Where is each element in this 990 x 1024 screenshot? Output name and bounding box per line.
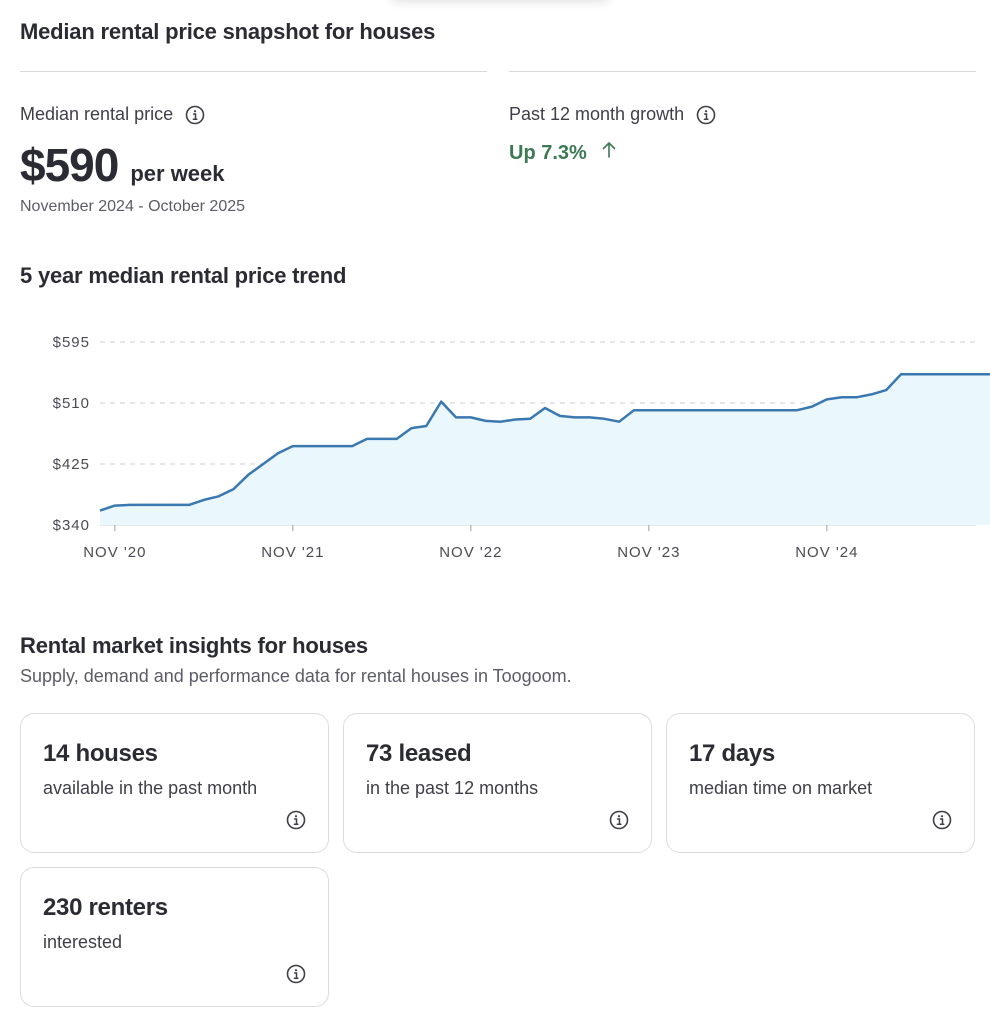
growth-value-row: Up 7.3% [509, 141, 617, 165]
median-price-label-row: Median rental price [20, 104, 205, 125]
card-description: available in the past month [43, 778, 258, 798]
y-tick-label: $425 [53, 456, 90, 473]
median-price-unit: per week [130, 161, 225, 186]
x-tick-label: NOV '20 [83, 544, 146, 561]
y-tick-label: $340 [53, 517, 90, 534]
info-icon[interactable] [185, 105, 205, 125]
info-icon[interactable] [932, 810, 952, 830]
insights-subtitle: Supply, demand and performance data for … [20, 666, 572, 686]
card-value: 17 days [689, 740, 775, 767]
growth-label-row: Past 12 month growth [509, 104, 716, 125]
info-icon[interactable] [696, 105, 716, 125]
median-price-row: $590 per week [20, 138, 225, 192]
growth-label: Past 12 month growth [509, 104, 685, 124]
card-description: in the past 12 months [366, 778, 539, 798]
rental-price-trend-chart: $595 $510 $425 $340 NOV '20 NOV '21 NOV '22 NOV… [53, 334, 990, 561]
median-price-period: November 2024 - October 2025 [20, 198, 246, 215]
y-tick-label: $510 [53, 395, 90, 412]
x-tick-label: NOV '23 [617, 544, 680, 561]
card-value: 230 renters [43, 894, 168, 921]
divider [509, 71, 976, 72]
snapshot-title: Median rental price snapshot for houses [20, 19, 436, 44]
info-icon[interactable] [609, 810, 629, 830]
median-price-value: $590 [20, 139, 119, 191]
trend-title: 5 year median rental price trend [20, 263, 347, 288]
info-icon[interactable] [286, 810, 306, 830]
divider [20, 71, 487, 72]
arrow-up-icon [601, 141, 617, 165]
info-icon[interactable] [286, 964, 306, 984]
insight-card-renters: 230 renters interested [20, 867, 329, 1007]
median-price-label: Median rental price [20, 104, 174, 124]
insight-card-leased: 73 leased in the past 12 months [343, 713, 652, 853]
growth-value: Up 7.3% [509, 141, 587, 164]
card-value: 14 houses [43, 740, 158, 767]
x-tick-label: NOV '24 [795, 544, 858, 561]
insight-card-days-on-market: 17 days median time on market [666, 713, 975, 853]
insights-title: Rental market insights for houses [20, 633, 368, 658]
y-tick-label: $595 [53, 334, 90, 351]
insight-card-available: 14 houses available in the past month [20, 713, 329, 853]
price-area [100, 374, 990, 525]
card-description: median time on market [689, 778, 873, 798]
card-description: interested [43, 932, 123, 952]
price-line [99, 373, 990, 512]
card-value: 73 leased [366, 740, 472, 767]
x-tick-label: NOV '22 [439, 544, 502, 561]
x-tick-label: NOV '21 [261, 544, 324, 561]
